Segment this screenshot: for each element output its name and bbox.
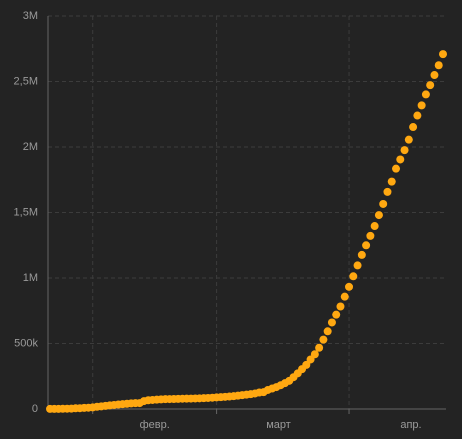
y-tick-label: 3M [23, 10, 38, 22]
data-point [417, 101, 426, 110]
y-tick-label: 500k [14, 337, 38, 349]
data-point [362, 241, 371, 250]
data-point [400, 146, 409, 155]
data-point [379, 199, 388, 208]
x-tick-label: март [266, 419, 291, 431]
data-point [366, 231, 375, 240]
data-point [340, 292, 349, 301]
data-point [353, 261, 362, 270]
data-point [426, 81, 435, 90]
data-point [323, 327, 332, 336]
data-point [434, 61, 443, 70]
data-point [336, 302, 345, 311]
data-point [421, 90, 430, 99]
y-tick-label: 2M [23, 141, 38, 153]
data-point [439, 50, 447, 59]
data-point [332, 310, 341, 319]
data-point [315, 343, 324, 352]
data-point [302, 360, 311, 369]
data-point [387, 177, 396, 186]
data-point [383, 187, 392, 196]
data-point [404, 135, 413, 144]
data-point [374, 211, 383, 220]
data-point [430, 71, 439, 80]
data-point [413, 111, 422, 120]
y-tick-label: 1,5M [14, 206, 38, 218]
y-tick-label: 2,5M [14, 75, 38, 87]
x-tick-label: февр. [140, 419, 170, 431]
data-point [357, 250, 366, 259]
data-point [409, 123, 418, 132]
data-point [396, 155, 405, 164]
y-tick-label: 0 [32, 403, 38, 415]
data-point [392, 164, 401, 173]
data-point [349, 272, 358, 281]
data-point [319, 335, 328, 344]
x-tick-label: апр. [400, 419, 421, 431]
data-point [345, 282, 354, 291]
data-point [327, 318, 336, 327]
y-tick-label: 1M [23, 272, 38, 284]
data-point [310, 350, 319, 359]
data-point [370, 222, 379, 231]
